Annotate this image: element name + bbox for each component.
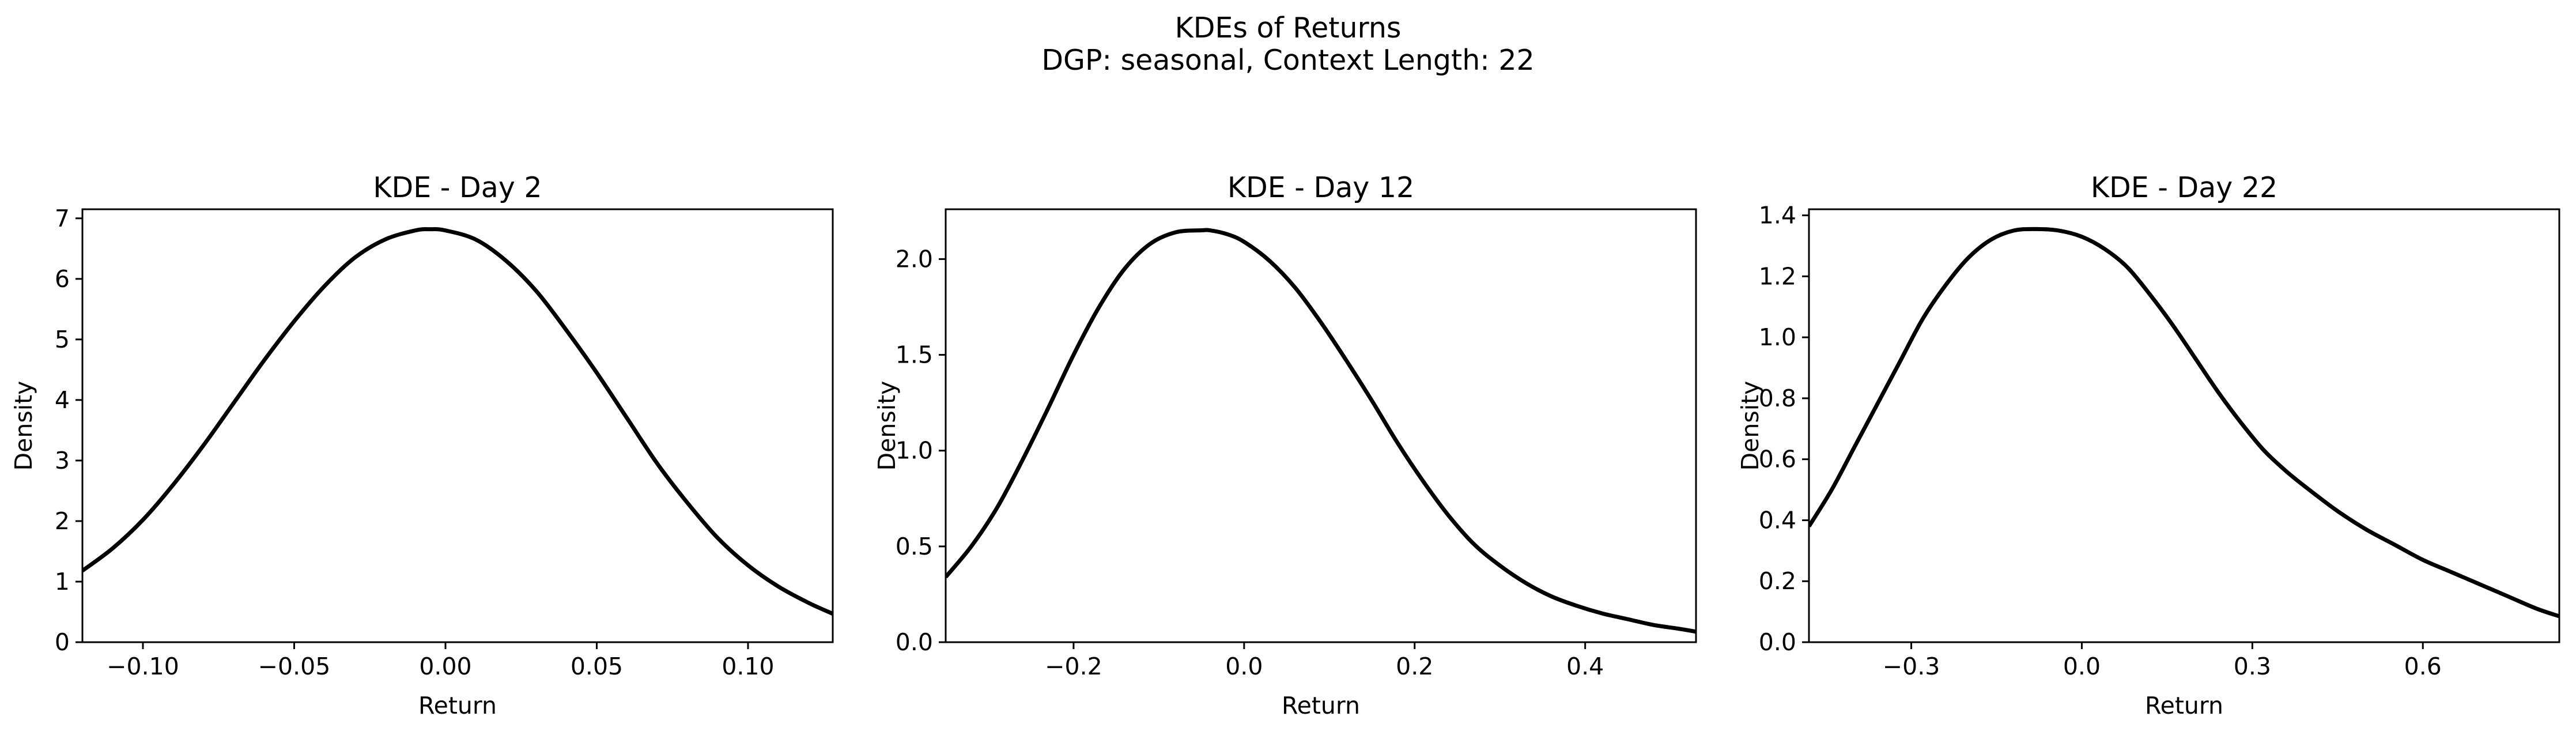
- x-tick-label: 0.10: [722, 653, 774, 680]
- y-axis-label: Density: [1736, 381, 1764, 471]
- y-tick-label: 6: [55, 265, 70, 293]
- subplot-3: −0.3 0.0 0.3 0.6 0.0 0.2 0.4 0.6 0.8 1.0 1.2 1.4 KDE…: [1736, 171, 2560, 719]
- y-tick-label: 0.5: [896, 533, 933, 560]
- y-tick-label: 1.0: [896, 437, 933, 465]
- x-tick-label: 0.0: [1225, 653, 1263, 680]
- subplot-1: −0.10 −0.05 0.00 0.05 0.10 0 1 2 3 4 5 6 7 KDE - Day …: [10, 171, 834, 719]
- y-axis-label: Density: [10, 381, 37, 471]
- y-axis-label: Density: [873, 381, 901, 471]
- axes-frame: [1808, 208, 2560, 643]
- x-tick-label: 0.6: [2404, 653, 2442, 680]
- figure-title: KDEs of Returns: [1174, 12, 1402, 44]
- x-tick-label: −0.3: [1883, 653, 1940, 680]
- y-tick-label: 4: [55, 386, 70, 414]
- x-tick-label: −0.2: [1045, 653, 1102, 680]
- y-tick-label: 0.0: [896, 628, 933, 656]
- x-tick-label: 0.3: [2234, 653, 2271, 680]
- y-tick-label: 2.0: [896, 245, 933, 273]
- x-tick-label: −0.05: [258, 653, 331, 680]
- x-axis-label: Return: [1282, 692, 1360, 719]
- y-tick-label: 3: [55, 447, 70, 474]
- x-tick-label: 0.00: [419, 653, 471, 680]
- y-tick-label: 0.8: [1759, 385, 1796, 412]
- y-tick-label: 0.0: [1759, 628, 1796, 656]
- y-tick-label: 0.2: [1759, 567, 1796, 595]
- y-tick-label: 0.4: [1759, 506, 1796, 534]
- axes-frame: [81, 208, 834, 643]
- subplot-title: KDE - Day 2: [373, 171, 542, 204]
- y-tick-label: 1.0: [1759, 323, 1796, 351]
- axes-frame: [945, 208, 1697, 643]
- x-tick-label: 0.4: [1566, 653, 1604, 680]
- x-tick-label: 0.0: [2063, 653, 2101, 680]
- x-axis-label: Return: [2145, 692, 2223, 719]
- subplot-title: KDE - Day 12: [1227, 171, 1414, 204]
- kde-curve-3: [1809, 227, 2559, 619]
- y-tick-label: 1: [55, 568, 70, 595]
- y-tick-label: 1.5: [896, 341, 933, 369]
- y-tick-label: 1.4: [1759, 202, 1796, 229]
- y-tick-label: 5: [55, 326, 70, 353]
- y-tick-label: 0: [55, 628, 70, 656]
- y-tick-label: 2: [55, 507, 70, 535]
- kde-curve-2: [946, 228, 1696, 634]
- subplot-2: −0.2 0.0 0.2 0.4 0.0 0.5 1.0 1.5 2.0 KDE - Day 12…: [873, 171, 1697, 719]
- subplot-title: KDE - Day 22: [2091, 171, 2277, 204]
- y-tick-label: 7: [55, 205, 70, 232]
- x-tick-label: 0.05: [571, 653, 623, 680]
- y-tick-label: 1.2: [1759, 262, 1796, 290]
- x-tick-label: 0.2: [1396, 653, 1433, 680]
- kde-curve-1: [82, 227, 833, 616]
- x-tick-label: −0.10: [107, 653, 179, 680]
- figure-subtitle: DGP: seasonal, Context Length: 22: [1041, 44, 1535, 77]
- x-axis-label: Return: [418, 692, 497, 719]
- y-tick-label: 0.6: [1759, 446, 1796, 473]
